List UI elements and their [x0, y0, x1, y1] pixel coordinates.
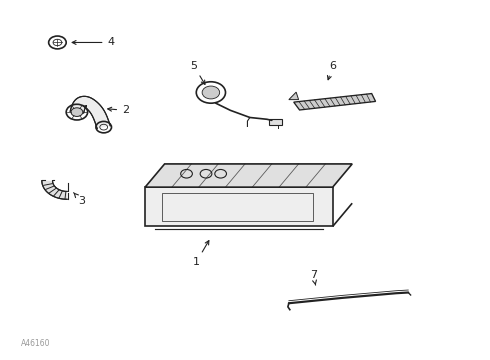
Text: 2: 2	[108, 105, 129, 115]
Circle shape	[202, 86, 220, 99]
Text: 3: 3	[74, 193, 85, 206]
Text: A46160: A46160	[21, 339, 50, 348]
Polygon shape	[333, 203, 352, 226]
Polygon shape	[145, 164, 352, 187]
Polygon shape	[289, 92, 298, 100]
Text: 1: 1	[193, 240, 209, 267]
Polygon shape	[70, 96, 110, 129]
Text: 4: 4	[72, 37, 115, 48]
Text: 6: 6	[327, 61, 336, 80]
Polygon shape	[145, 187, 333, 226]
Polygon shape	[294, 94, 375, 110]
Polygon shape	[42, 181, 67, 199]
Circle shape	[71, 108, 83, 116]
Text: 5: 5	[190, 61, 205, 84]
Text: 7: 7	[310, 270, 317, 285]
FancyBboxPatch shape	[270, 119, 282, 125]
